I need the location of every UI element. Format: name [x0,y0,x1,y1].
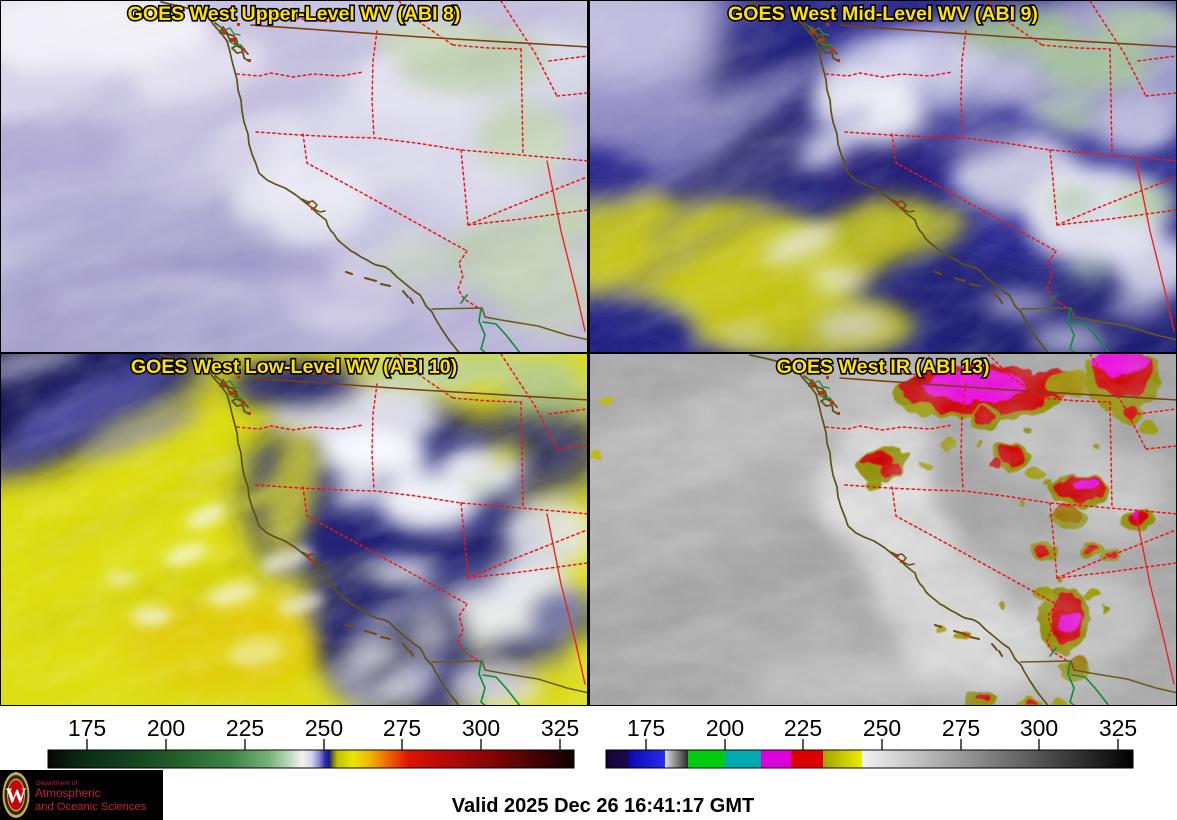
svg-text:GOES West IR (ABI 13): GOES West IR (ABI 13) [776,356,989,378]
svg-text:325: 325 [1099,715,1137,741]
svg-text:175: 175 [627,715,665,741]
svg-text:Atmospheric: Atmospheric [35,786,101,800]
svg-text:325: 325 [541,715,579,741]
svg-text:and Oceanic Sciences: and Oceanic Sciences [35,801,147,813]
svg-text:GOES West Low-Level WV (ABI 10: GOES West Low-Level WV (ABI 10) [131,356,457,378]
svg-text:GOES West Mid-Level WV (ABI 9): GOES West Mid-Level WV (ABI 9) [728,3,1038,25]
svg-text:300: 300 [462,715,500,741]
svg-text:300: 300 [1020,715,1058,741]
svg-text:250: 250 [863,715,901,741]
svg-text:275: 275 [942,715,980,741]
svg-text:225: 225 [226,715,264,741]
svg-text:225: 225 [784,715,822,741]
svg-text:175: 175 [68,715,106,741]
svg-text:Valid 2025 Dec 26 16:41:17 GMT: Valid 2025 Dec 26 16:41:17 GMT [452,795,754,817]
svg-text:275: 275 [383,715,421,741]
svg-text:200: 200 [706,715,744,741]
svg-text:250: 250 [305,715,343,741]
svg-text:GOES West Upper-Level WV (ABI: GOES West Upper-Level WV (ABI 8) [128,3,461,25]
svg-text:200: 200 [147,715,185,741]
svg-text:W: W [6,784,27,808]
svg-text:Department of: Department of [36,780,77,787]
